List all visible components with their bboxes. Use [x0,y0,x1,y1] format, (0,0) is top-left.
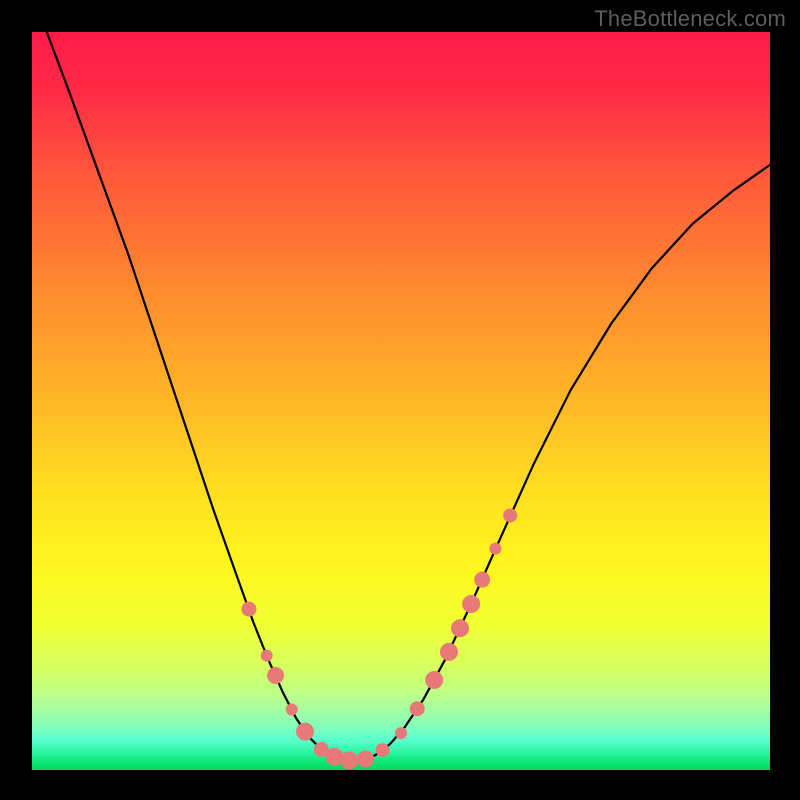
data-marker [489,543,501,555]
data-marker [440,643,458,661]
marker-group [241,508,517,769]
data-marker [340,751,358,769]
data-marker [241,602,256,617]
curve-layer [32,32,770,770]
data-marker [296,723,314,741]
data-marker [410,701,425,716]
data-marker [425,671,443,689]
data-marker [395,727,407,739]
data-marker [286,703,298,715]
watermark-text: TheBottleneck.com [594,6,786,32]
data-marker [376,743,390,757]
data-marker [503,508,517,522]
plot-area [32,32,770,770]
data-marker [474,572,490,588]
data-marker [451,619,469,637]
data-marker [357,750,374,767]
data-marker [462,595,480,613]
data-marker [267,667,284,684]
data-marker [261,650,273,662]
bottleneck-curve [47,32,770,760]
